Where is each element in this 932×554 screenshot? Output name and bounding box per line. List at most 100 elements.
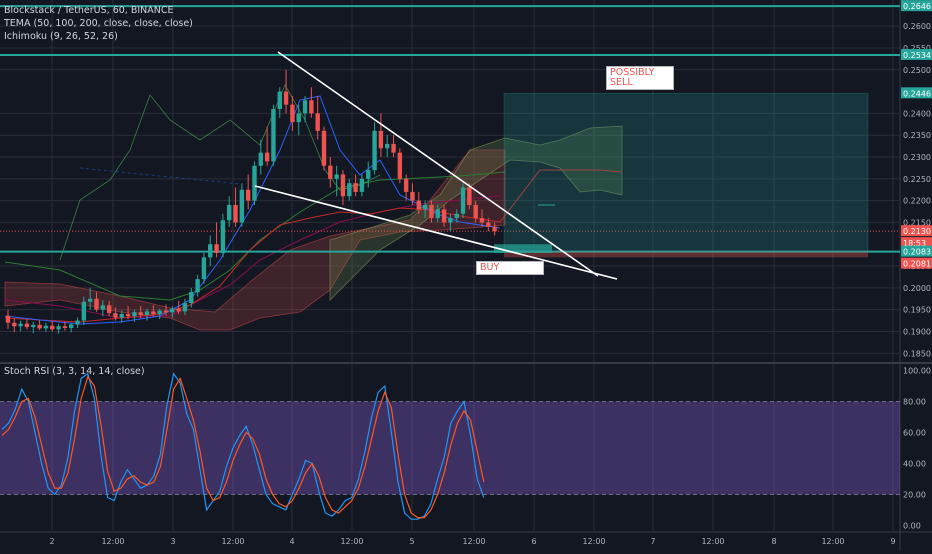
ichimoku-lagging-span [59, 84, 381, 261]
candle-body [201, 257, 207, 280]
price-tag-stop: 0.2081 [903, 260, 931, 269]
buy-label: BUY [476, 261, 544, 275]
rsi-axis-label: 0.00 [903, 521, 921, 530]
time-axis-label: 12:00 [221, 537, 244, 546]
tema-dotted-line [79, 167, 241, 185]
candle-body [264, 152, 270, 162]
candle-body [448, 218, 453, 223]
price-tag-countdown: 18:53 [903, 239, 926, 248]
candle-body [43, 325, 49, 329]
price-axis-label: 0.1950 [903, 306, 931, 315]
chart-title: Blockstack / TetherUS, 60, BINANCE [4, 5, 174, 16]
candle-body [315, 113, 320, 131]
candle-body [271, 109, 276, 162]
candle-body [435, 209, 440, 219]
price-tag-support: 0.2083 [903, 248, 931, 257]
candle-body [372, 130, 377, 171]
time-axis-label: 12:00 [701, 537, 724, 546]
candle-body [359, 178, 365, 192]
time-axis-label: 12:00 [821, 537, 844, 546]
wedge-lower-trendline [254, 185, 618, 280]
price-tag-countdown-bg [901, 237, 932, 249]
rsi-axis-label: 20.00 [903, 490, 926, 499]
candle-body [214, 244, 219, 253]
candle-body [290, 104, 295, 123]
candle-body [416, 200, 421, 210]
candle-body [328, 165, 333, 179]
candle-body [283, 91, 289, 105]
time-axis-label: 3 [170, 537, 175, 546]
candle-body [12, 322, 17, 327]
candle-body [347, 183, 352, 197]
price-axis-label: 0.2600 [903, 22, 931, 31]
time-axis-label: 12:00 [582, 537, 605, 546]
time-axis-label: 5 [409, 537, 414, 546]
candle-body [239, 189, 245, 223]
candle-body [233, 204, 238, 223]
candle-body [334, 174, 339, 179]
candle-body [302, 100, 308, 114]
price-axis-label: 0.1900 [903, 327, 931, 336]
price-tag-target: 0.2446 [903, 89, 931, 98]
time-axis-label: 8 [771, 537, 776, 546]
candle-body [429, 204, 434, 219]
candle-body [422, 204, 428, 210]
candle-body [366, 170, 371, 179]
candle-body [252, 165, 257, 201]
time-axis-label: 12:00 [462, 537, 485, 546]
possibly-sell-label: POSSIBLY SELL [606, 66, 674, 90]
candle-body [138, 312, 143, 315]
candle-body [391, 143, 396, 153]
price-axis-label: 0.2500 [903, 66, 931, 75]
tema-line-mid [4, 171, 506, 301]
candle-body [321, 130, 327, 166]
wedge-upper-trendline [277, 51, 599, 277]
candle-body [467, 187, 472, 205]
price-axis-label: 0.2550 [903, 44, 931, 53]
candle-body [125, 314, 131, 317]
candle-body [163, 310, 169, 313]
price-axis-label: 0.2150 [903, 218, 931, 227]
candle-body [195, 279, 200, 293]
candle-body [403, 178, 409, 192]
price-axis-label: 0.2400 [903, 109, 931, 118]
price-tag-target-bg [901, 87, 932, 99]
rsi-axis-label: 100.00 [903, 367, 931, 376]
time-axis-label: 12:00 [340, 537, 363, 546]
position-stop-zone [504, 251, 868, 258]
candle-body [75, 320, 80, 325]
candle-body [492, 226, 497, 232]
candle-body [151, 311, 156, 315]
candle-body [473, 204, 478, 219]
candle-body [31, 324, 36, 328]
candle-body [94, 298, 99, 310]
position-target-zone [503, 93, 869, 252]
candle-body [441, 209, 447, 223]
candle-body [340, 174, 346, 197]
candle-body [87, 298, 93, 302]
candle-body [100, 305, 105, 310]
candle-body [353, 183, 358, 192]
stoch-rsi-k-line [1, 372, 485, 520]
candle-body [385, 143, 390, 149]
candle-body [189, 292, 194, 304]
candle-body [397, 152, 403, 179]
candle-body [227, 204, 232, 221]
price-axis-label: 0.2250 [903, 175, 931, 184]
price-tag-resistance-high: 0.2646 [903, 2, 931, 11]
candle-body [258, 152, 263, 166]
price-tag-resistance: 0.2534 [903, 51, 931, 60]
rsi-axis-label: 80.00 [903, 398, 926, 407]
candle-body [479, 218, 485, 223]
candle-body [486, 222, 491, 227]
price-tag-resistance-bg [901, 48, 932, 60]
candle-body [144, 311, 150, 315]
stoch-rsi-d-line [1, 375, 485, 519]
candle-body [220, 220, 226, 253]
candle-body [208, 244, 213, 258]
rsi-axis-label: 40.00 [903, 459, 926, 468]
price-axis-label: 0.2200 [903, 197, 931, 206]
price-axis-label: 0.1850 [903, 349, 931, 358]
candle-body [24, 323, 30, 328]
